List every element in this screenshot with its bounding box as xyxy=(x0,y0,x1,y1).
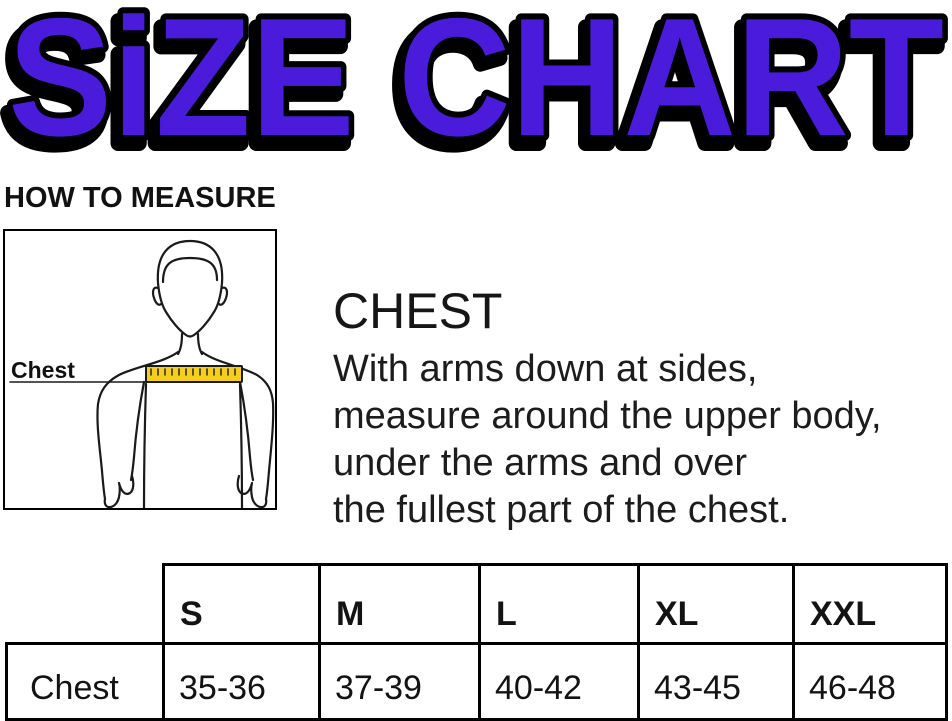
figure-right-ear xyxy=(217,286,229,306)
size-column-header-s: S xyxy=(162,563,321,645)
how-to-measure-heading: HOW TO MEASURE xyxy=(4,182,276,214)
figure-right-hand xyxy=(236,474,268,508)
instruction-line-2: measure around the upper body, xyxy=(333,395,882,437)
size-table-header-row: S M L XL XXL xyxy=(7,563,948,645)
size-table: S M L XL XXL Chest 35-36 37-39 40-42 43-… xyxy=(5,563,948,721)
figure-left-hand xyxy=(103,474,135,508)
torso-figure-diagram: Chest xyxy=(9,239,275,508)
instruction-line-3: under the arms and over xyxy=(333,442,748,484)
figure-torso-sides xyxy=(142,382,244,508)
title-shadow-text: SiZE CHART xyxy=(3,0,939,160)
tape-measure-ticks xyxy=(150,368,236,376)
figure-left-inner-arm xyxy=(129,380,146,482)
row-label-chest: Chest xyxy=(5,642,165,721)
size-column-header-xl: XL xyxy=(637,563,795,645)
figure-hairline xyxy=(161,256,219,284)
table-corner-blank xyxy=(7,565,164,644)
size-column-header-xxl: XXL xyxy=(792,563,948,645)
figure-head-outline xyxy=(156,239,224,338)
size-column-header-m: M xyxy=(318,563,481,645)
chest-measurements-row: Chest 35-36 37-39 40-42 43-45 46-48 xyxy=(5,642,948,721)
size-column-header-l: L xyxy=(478,563,640,645)
chest-value-l: 40-42 xyxy=(478,642,640,721)
chest-value-s: 35-36 xyxy=(162,642,321,721)
chest-value-xl: 43-45 xyxy=(637,642,795,721)
figure-left-shoulder-arm xyxy=(96,350,180,501)
chest-value-xxl: 46-48 xyxy=(792,642,948,721)
figure-right-inner-arm xyxy=(238,380,255,482)
instructions-heading: CHEST xyxy=(333,283,503,339)
tape-measure-band xyxy=(145,365,243,383)
page-title: SiZE CHART xyxy=(8,0,944,160)
figure-left-ear xyxy=(151,286,163,306)
chest-value-m: 37-39 xyxy=(318,642,481,721)
measurement-diagram-box: Chest xyxy=(3,229,277,510)
title-banner: SiZE CHART SiZE CHART xyxy=(0,0,950,160)
instructions-block: CHEST With arms down at sides, measure a… xyxy=(333,286,948,534)
figure-chest-label: Chest xyxy=(11,357,75,383)
instruction-line-1: With arms down at sides, xyxy=(333,348,758,390)
instruction-line-4: the fullest part of the chest. xyxy=(333,489,790,531)
